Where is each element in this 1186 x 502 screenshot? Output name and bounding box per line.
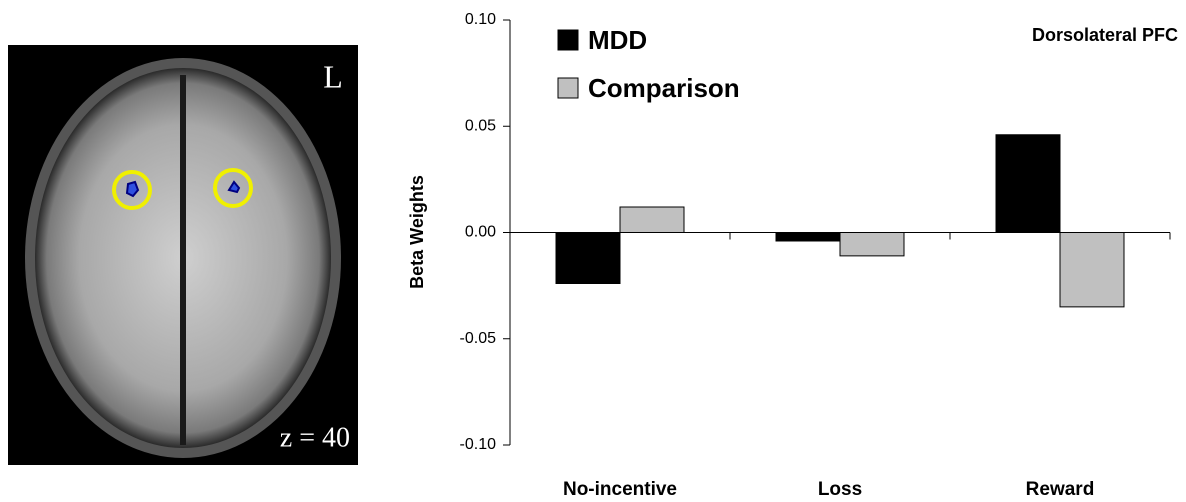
y-tick-label: 0.00 bbox=[465, 224, 496, 241]
x-tick-label: Loss bbox=[818, 479, 862, 500]
figure: L z = 40 Dorsolateral PFC Beta Weights -… bbox=[0, 0, 1186, 502]
x-tick-label: Reward bbox=[1026, 479, 1095, 500]
bar bbox=[1060, 233, 1124, 307]
bar bbox=[556, 233, 620, 284]
y-tick-label: 0.05 bbox=[465, 117, 496, 134]
bar bbox=[840, 233, 904, 256]
y-axis-label: Beta Weights bbox=[407, 175, 427, 289]
y-tick-label: 0.10 bbox=[465, 11, 496, 28]
bar bbox=[996, 135, 1060, 233]
bar bbox=[776, 233, 840, 242]
legend-swatch bbox=[558, 30, 578, 50]
legend-swatch bbox=[558, 78, 578, 98]
legend-label: Comparison bbox=[588, 73, 740, 103]
x-tick-label: No-incentive bbox=[563, 479, 677, 500]
side-label: L bbox=[323, 58, 343, 94]
y-tick-label: -0.05 bbox=[460, 330, 497, 347]
legend-label: MDD bbox=[588, 25, 647, 55]
y-tick-label: -0.10 bbox=[460, 436, 497, 453]
bar bbox=[620, 207, 684, 233]
brain-image: L z = 40 bbox=[8, 45, 358, 465]
chart-title: Dorsolateral PFC bbox=[1032, 25, 1178, 45]
slice-label: z = 40 bbox=[280, 422, 350, 453]
